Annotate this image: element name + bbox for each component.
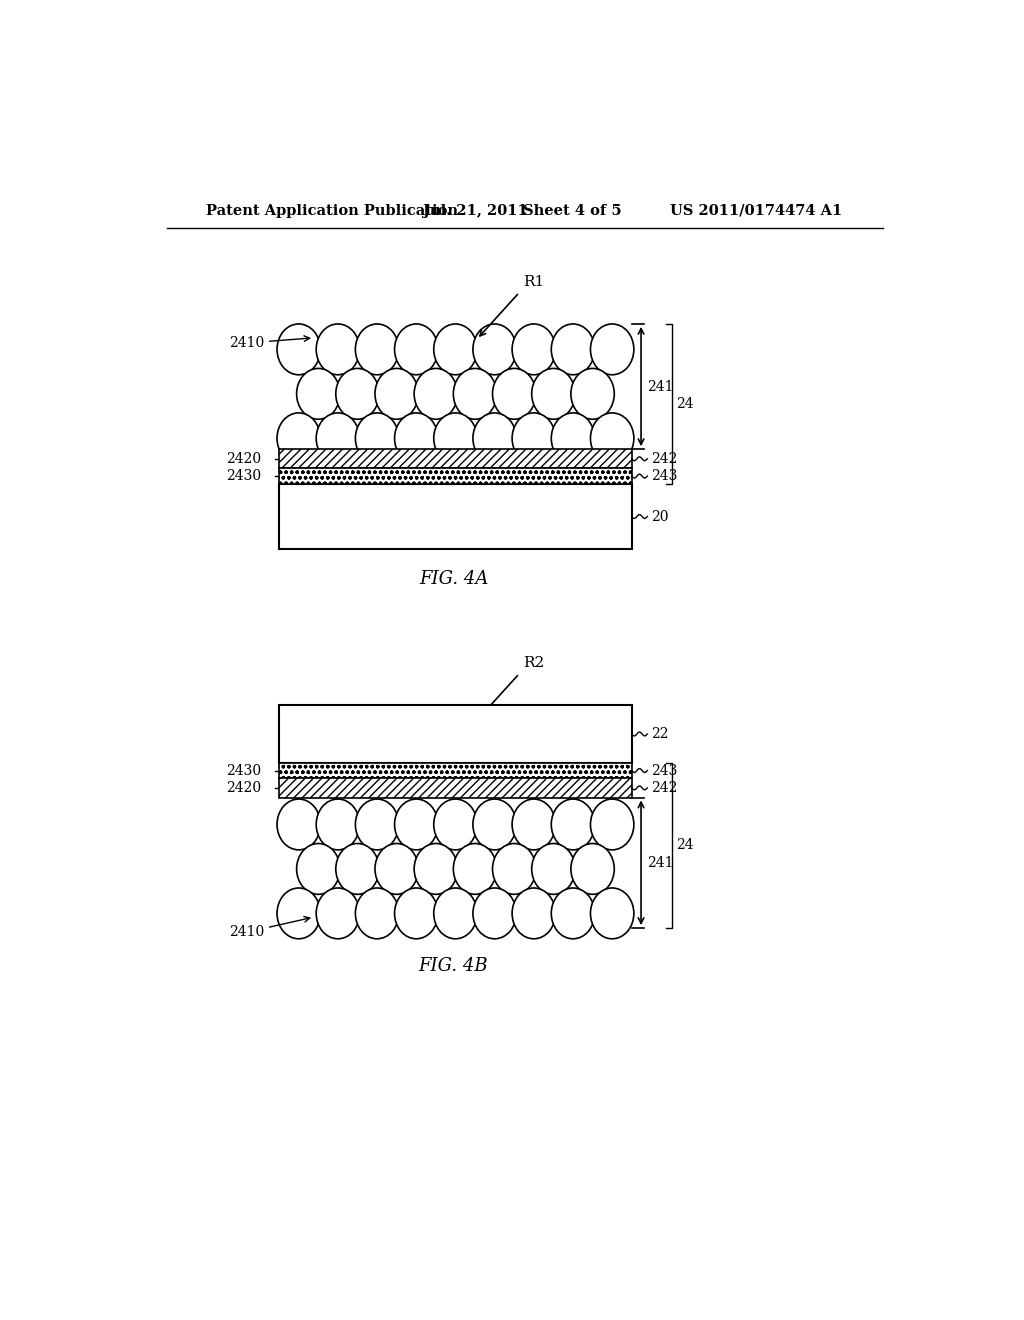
Bar xyxy=(280,469,632,484)
Text: 242: 242 xyxy=(651,451,678,466)
Ellipse shape xyxy=(278,413,321,463)
Ellipse shape xyxy=(355,799,398,850)
Text: 243: 243 xyxy=(651,469,678,483)
Ellipse shape xyxy=(591,799,634,850)
Ellipse shape xyxy=(512,799,555,850)
Ellipse shape xyxy=(570,368,614,420)
Ellipse shape xyxy=(336,368,379,420)
Bar xyxy=(280,763,632,779)
Ellipse shape xyxy=(434,799,477,850)
Ellipse shape xyxy=(551,413,595,463)
Ellipse shape xyxy=(493,843,536,895)
Ellipse shape xyxy=(316,888,359,939)
Ellipse shape xyxy=(473,799,516,850)
Bar xyxy=(280,484,632,549)
Text: R1: R1 xyxy=(523,275,545,289)
Ellipse shape xyxy=(414,843,458,895)
Ellipse shape xyxy=(355,413,398,463)
Ellipse shape xyxy=(454,843,497,895)
Ellipse shape xyxy=(394,888,438,939)
Text: 24: 24 xyxy=(676,838,693,853)
Ellipse shape xyxy=(394,323,438,375)
Ellipse shape xyxy=(316,799,359,850)
Ellipse shape xyxy=(454,368,497,420)
Ellipse shape xyxy=(434,413,477,463)
Text: 2430: 2430 xyxy=(226,763,261,777)
Text: FIG. 4A: FIG. 4A xyxy=(419,570,488,587)
Ellipse shape xyxy=(512,888,555,939)
Ellipse shape xyxy=(414,368,458,420)
Ellipse shape xyxy=(316,413,359,463)
Ellipse shape xyxy=(375,843,419,895)
Text: 20: 20 xyxy=(651,510,669,524)
Ellipse shape xyxy=(551,323,595,375)
Text: Jul. 21, 2011: Jul. 21, 2011 xyxy=(423,203,538,218)
Ellipse shape xyxy=(551,799,595,850)
Ellipse shape xyxy=(375,368,419,420)
Ellipse shape xyxy=(297,368,340,420)
Ellipse shape xyxy=(570,843,614,895)
Ellipse shape xyxy=(591,888,634,939)
Bar xyxy=(280,449,632,469)
Ellipse shape xyxy=(355,323,398,375)
Bar xyxy=(280,705,632,763)
Text: US 2011/0174474 A1: US 2011/0174474 A1 xyxy=(671,203,843,218)
Text: 2420: 2420 xyxy=(226,451,261,466)
Text: Sheet 4 of 5: Sheet 4 of 5 xyxy=(523,203,622,218)
Text: 242: 242 xyxy=(651,781,678,795)
Ellipse shape xyxy=(473,323,516,375)
Text: 241: 241 xyxy=(647,855,674,870)
Ellipse shape xyxy=(278,799,321,850)
Bar xyxy=(280,779,632,797)
Text: 22: 22 xyxy=(651,727,669,741)
Ellipse shape xyxy=(551,888,595,939)
Ellipse shape xyxy=(531,368,575,420)
Ellipse shape xyxy=(434,323,477,375)
Ellipse shape xyxy=(394,799,438,850)
Text: R2: R2 xyxy=(523,656,545,669)
Text: FIG. 4B: FIG. 4B xyxy=(419,957,488,975)
Text: 2410: 2410 xyxy=(228,335,309,350)
Ellipse shape xyxy=(473,888,516,939)
Ellipse shape xyxy=(355,888,398,939)
Ellipse shape xyxy=(316,323,359,375)
Ellipse shape xyxy=(591,413,634,463)
Ellipse shape xyxy=(278,888,321,939)
Text: 241: 241 xyxy=(647,380,674,393)
Ellipse shape xyxy=(278,323,321,375)
Ellipse shape xyxy=(512,323,555,375)
Text: 24: 24 xyxy=(676,397,693,411)
Text: 2410: 2410 xyxy=(228,916,310,940)
Text: Patent Application Publication: Patent Application Publication xyxy=(206,203,458,218)
Ellipse shape xyxy=(434,888,477,939)
Ellipse shape xyxy=(297,843,340,895)
Text: 2420: 2420 xyxy=(226,781,261,795)
Ellipse shape xyxy=(512,413,555,463)
Ellipse shape xyxy=(493,368,536,420)
Ellipse shape xyxy=(591,323,634,375)
Ellipse shape xyxy=(473,413,516,463)
Ellipse shape xyxy=(394,413,438,463)
Text: 2430: 2430 xyxy=(226,469,261,483)
Ellipse shape xyxy=(531,843,575,895)
Ellipse shape xyxy=(336,843,379,895)
Text: 243: 243 xyxy=(651,763,678,777)
